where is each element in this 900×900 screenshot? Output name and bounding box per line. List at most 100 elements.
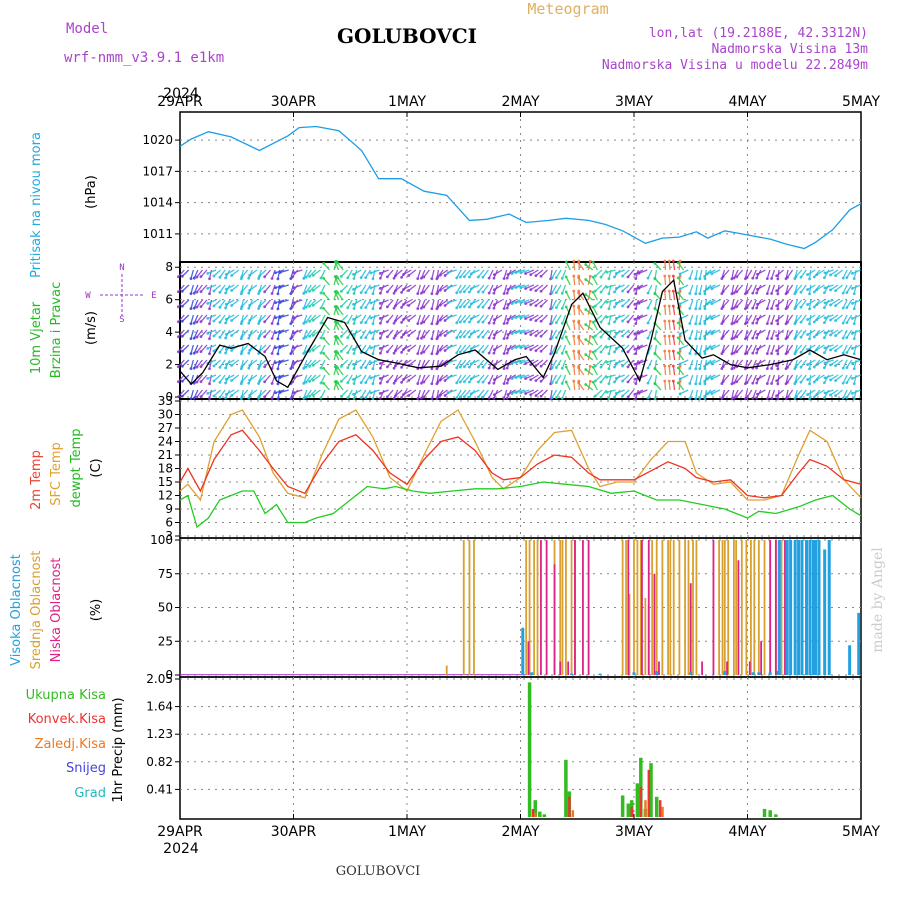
wind-arrow xyxy=(456,269,462,279)
wind-arrow-head xyxy=(304,335,308,339)
wind-arrow xyxy=(520,389,530,394)
pressure-line xyxy=(179,125,862,250)
wind-arrow-head xyxy=(385,365,389,369)
wind-arrow xyxy=(386,374,394,383)
cloud-bar xyxy=(669,540,672,675)
wind-arrow xyxy=(347,374,353,384)
wind-arrow xyxy=(305,299,312,308)
wind-arrow xyxy=(515,359,525,364)
wind-arrow xyxy=(353,269,362,275)
cloud-bar xyxy=(633,540,635,675)
wind-arrow-head xyxy=(240,275,244,279)
wind-arrow xyxy=(200,269,208,278)
wind-arrow-head xyxy=(776,382,780,386)
wind-arrow xyxy=(271,344,276,354)
wind-arrow xyxy=(420,269,426,279)
wind-arrow-head xyxy=(199,350,203,354)
wind-arrow xyxy=(746,344,753,353)
wind-arrow-head xyxy=(633,317,637,321)
wind-arrow-head xyxy=(492,366,496,370)
wind-arrow-head xyxy=(776,307,780,311)
wind-arrow-head xyxy=(199,380,203,384)
wind-arrow-head xyxy=(577,291,581,295)
wind-arrow xyxy=(635,359,639,369)
wind-arrow-head xyxy=(212,334,216,338)
wind-arrow xyxy=(530,374,539,381)
wind-arrow-head xyxy=(502,277,506,281)
wind-arrow xyxy=(846,374,853,383)
wind-arrow xyxy=(689,329,694,339)
y-tick-label: 100 xyxy=(150,533,173,547)
wind-arrow xyxy=(807,374,816,381)
wind-arrow-head xyxy=(671,349,675,353)
wind-arrow-head xyxy=(755,306,759,310)
wind-arrow-head xyxy=(248,273,252,277)
wind-arrow xyxy=(200,284,208,293)
wind-arrow-head xyxy=(852,367,856,371)
wind-arrow xyxy=(231,299,240,306)
wind-arrow xyxy=(459,344,467,353)
wind-arrow-head xyxy=(224,347,228,351)
wind-arrow xyxy=(477,269,485,278)
wind-arrow xyxy=(746,299,753,308)
wind-arrow-head xyxy=(730,322,734,326)
wind-arrow-head xyxy=(270,322,274,325)
wind-arrow-head xyxy=(732,276,736,280)
wind-arrow-head xyxy=(263,290,267,294)
wind-arrow xyxy=(842,344,848,354)
wind-arrow xyxy=(786,374,794,383)
wind-arrow xyxy=(271,269,276,279)
wind-arrow-head xyxy=(646,336,650,340)
wind-arrow xyxy=(638,299,648,304)
wind-arrow-head xyxy=(637,301,641,305)
cloud-bar xyxy=(567,661,570,675)
wind-arrow-head xyxy=(352,322,356,325)
wind-arrow-head xyxy=(710,362,714,366)
wind-arrow-head xyxy=(276,382,280,386)
wind-arrow-head xyxy=(852,322,856,326)
wind-arrow xyxy=(477,374,485,383)
wind-arrow xyxy=(654,277,662,286)
wind-arrow xyxy=(447,284,457,289)
wind-arrow-head xyxy=(346,276,350,280)
wind-arrow-head xyxy=(292,391,296,395)
wind-arrow xyxy=(403,374,412,381)
wind-arrow-head xyxy=(852,397,856,401)
precip-bar xyxy=(538,811,542,817)
wind-arrow xyxy=(279,344,289,349)
wind-arrow-head xyxy=(614,377,618,380)
wind-arrow-head xyxy=(812,380,816,384)
wind-arrow-head xyxy=(467,305,471,309)
wind-arrow-head xyxy=(352,318,355,321)
wind-arrow xyxy=(515,344,525,349)
wind-arrow-head xyxy=(560,381,564,385)
wind-arrow-head xyxy=(613,275,616,279)
precip-bar xyxy=(533,800,538,817)
wind-arrow-head xyxy=(841,366,845,370)
wind-arrow xyxy=(565,261,571,271)
wind-arrow-head xyxy=(438,393,442,397)
wind-arrow xyxy=(776,299,784,307)
wind-arrow xyxy=(635,299,639,309)
wind-arrow-head xyxy=(613,335,616,339)
wind-arrow-head xyxy=(443,394,447,397)
wind-arrow xyxy=(699,389,703,399)
wind-arrow xyxy=(707,344,716,350)
wind-arrow-head xyxy=(443,349,447,352)
wind-arrow xyxy=(525,299,535,305)
wind-arrow xyxy=(323,262,331,271)
wind-arrow xyxy=(551,299,558,309)
cloud-bar xyxy=(582,540,584,675)
wind-arrow xyxy=(334,306,340,316)
wind-arrow xyxy=(757,359,766,365)
wind-arrow xyxy=(365,374,371,384)
wind-arrow xyxy=(259,269,267,277)
wind-arrow xyxy=(470,329,480,335)
wind-arrow xyxy=(456,314,462,324)
wind-arrow xyxy=(439,344,448,351)
wind-arrow xyxy=(213,299,222,307)
wind-arrow xyxy=(200,389,208,398)
pressure-unit: (hPa) xyxy=(84,175,99,209)
wind-arrow-head xyxy=(584,383,588,386)
wind-arrow-head xyxy=(333,290,337,294)
